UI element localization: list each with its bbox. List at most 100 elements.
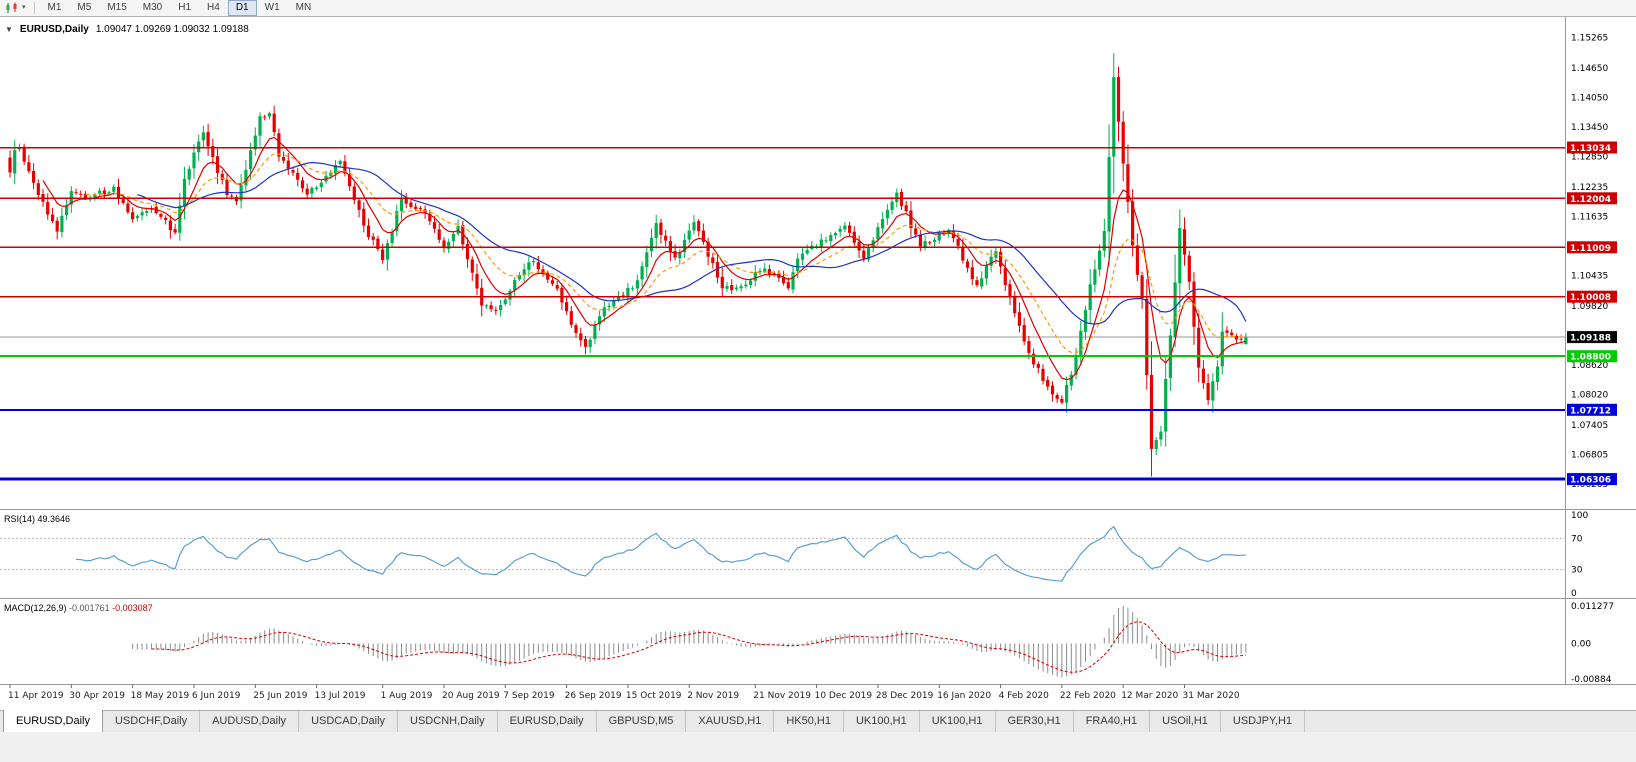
svg-text:1.15265: 1.15265 xyxy=(1571,34,1608,44)
macd-axis-labels: 0.011277 0.00 -0.00884 xyxy=(1571,602,1614,685)
chart-dropdown-caret-icon[interactable]: ▾ xyxy=(22,4,26,11)
chart-tab-10-uk100-h1[interactable]: UK100,H1 xyxy=(919,711,996,732)
svg-text:25 Jun 2019: 25 Jun 2019 xyxy=(253,691,307,701)
svg-text:2 Nov 2019: 2 Nov 2019 xyxy=(687,691,739,701)
chart-tab-12-fra40-h1[interactable]: FRA40,H1 xyxy=(1073,711,1151,732)
chart-tab-6-gbpusd-m5[interactable]: GBPUSD,M5 xyxy=(596,711,687,732)
chart-tab-11-ger30-h1[interactable]: GER30,H1 xyxy=(995,711,1074,732)
svg-text:1.10435: 1.10435 xyxy=(1571,272,1608,282)
chart-area: 1.15265 1.14650 1.14050 1.13450 1.12850 1.122… xyxy=(0,17,1636,710)
svg-text:13 Jul 2019: 13 Jul 2019 xyxy=(315,691,366,701)
svg-text:22 Feb 2020: 22 Feb 2020 xyxy=(1060,691,1116,701)
price-chart-svg: 1.15265 1.14650 1.14050 1.13450 1.12850 1.122… xyxy=(0,17,1636,701)
price-tag-1.10008: 1.10008 xyxy=(1567,290,1617,303)
svg-text:1.14050: 1.14050 xyxy=(1571,94,1608,104)
svg-text:30: 30 xyxy=(1571,566,1583,576)
svg-text:1.13450: 1.13450 xyxy=(1571,123,1608,133)
price-tag-1.12004: 1.12004 xyxy=(1567,192,1617,205)
chart-tab-7-xauusd-h1[interactable]: XAUUSD,H1 xyxy=(686,711,775,732)
ma-mid-line xyxy=(85,153,1246,354)
price-tag-1.09188: 1.09188 xyxy=(1567,331,1617,344)
svg-text:0: 0 xyxy=(1571,589,1577,599)
status-bar xyxy=(0,732,1636,762)
svg-text:18 May 2019: 18 May 2019 xyxy=(131,691,190,701)
rsi-axis-labels: 100 70 30 0 xyxy=(1571,511,1588,599)
svg-text:1.09188: 1.09188 xyxy=(1570,334,1611,344)
svg-text:11 Apr 2019: 11 Apr 2019 xyxy=(8,691,64,701)
chart-tab-5-eurusd-daily[interactable]: EURUSD,Daily xyxy=(497,711,597,732)
svg-text:1.14650: 1.14650 xyxy=(1571,64,1608,74)
svg-text:1.06306: 1.06306 xyxy=(1570,476,1611,486)
svg-text:-0.00884: -0.00884 xyxy=(1571,675,1612,685)
toolbar-separator xyxy=(33,2,35,14)
svg-text:1.08800: 1.08800 xyxy=(1570,353,1611,363)
svg-text:1.12004: 1.12004 xyxy=(1570,195,1611,205)
chart-tab-3-usdcad-daily[interactable]: USDCAD,Daily xyxy=(299,711,399,732)
svg-text:70: 70 xyxy=(1571,534,1583,544)
timeframe-button-w1[interactable]: W1 xyxy=(264,2,280,13)
svg-text:30 Apr 2019: 30 Apr 2019 xyxy=(69,691,125,701)
timeframe-toolbar: ▾ M1 M5 M15 M30 H1 H4 D1 W1 MN xyxy=(0,0,1636,17)
svg-text:15 Oct 2019: 15 Oct 2019 xyxy=(626,691,682,701)
svg-text:4 Feb 2020: 4 Feb 2020 xyxy=(999,691,1050,701)
candles xyxy=(8,53,1248,477)
timeframe-button-h4[interactable]: H4 xyxy=(207,2,220,13)
svg-text:1.08020: 1.08020 xyxy=(1571,391,1608,401)
svg-text:7 Sep 2019: 7 Sep 2019 xyxy=(503,691,555,701)
timeframe-button-mn[interactable]: MN xyxy=(295,2,312,13)
svg-text:21 Nov 2019: 21 Nov 2019 xyxy=(753,691,811,701)
timeframe-button-m30[interactable]: M30 xyxy=(142,2,163,13)
svg-text:10 Dec 2019: 10 Dec 2019 xyxy=(815,691,873,701)
timeframe-buttons: M1 M5 M15 M30 H1 H4 D1 W1 MN xyxy=(40,0,320,16)
price-tag-1.07712: 1.07712 xyxy=(1567,403,1617,416)
chart-tab-bar: EURUSD,Daily USDCHF,Daily AUDUSD,Daily USDC… xyxy=(0,709,1636,732)
svg-text:16 Jan 2020: 16 Jan 2020 xyxy=(937,691,991,701)
svg-text:1.12850: 1.12850 xyxy=(1571,153,1608,163)
chart-tab-2-audusd-daily[interactable]: AUDUSD,Daily xyxy=(200,711,300,732)
price-tag-1.06306: 1.06306 xyxy=(1567,473,1617,486)
price-tag-1.13034: 1.13034 xyxy=(1567,141,1617,154)
macd-signal-line xyxy=(151,621,1246,673)
chart-tab-13-usoil-h1[interactable]: USOil,H1 xyxy=(1150,711,1221,732)
svg-text:1.08620: 1.08620 xyxy=(1571,361,1608,371)
macd-histogram xyxy=(132,606,1247,678)
svg-text:100: 100 xyxy=(1571,511,1588,521)
svg-text:1.10008: 1.10008 xyxy=(1570,293,1611,303)
svg-text:1.11009: 1.11009 xyxy=(1570,244,1611,254)
timeframe-button-m1[interactable]: M1 xyxy=(47,2,62,13)
price-tag-1.11009: 1.11009 xyxy=(1567,241,1617,254)
chart-tab-0-eurusd-daily[interactable]: EURUSD,Daily xyxy=(3,709,103,732)
chart-tab-8-hk50-h1[interactable]: HK50,H1 xyxy=(774,711,844,732)
rsi-line xyxy=(75,525,1246,582)
price-tag-1.08800: 1.08800 xyxy=(1567,350,1617,363)
price-axis-labels: 1.15265 1.14650 1.14050 1.13450 1.12850 1.122… xyxy=(1571,34,1608,491)
ma-fast-line xyxy=(42,136,1247,381)
svg-text:20 Aug 2019: 20 Aug 2019 xyxy=(442,691,500,701)
timeframe-button-d1[interactable]: D1 xyxy=(227,0,257,16)
svg-text:12 Mar 2020: 12 Mar 2020 xyxy=(1121,691,1178,701)
svg-text:1 Aug 2019: 1 Aug 2019 xyxy=(381,691,433,701)
svg-text:31 Mar 2020: 31 Mar 2020 xyxy=(1183,691,1240,701)
chart-tab-9-uk100-h1[interactable]: UK100,H1 xyxy=(843,711,920,732)
svg-text:6 Jun 2019: 6 Jun 2019 xyxy=(192,691,241,701)
svg-text:28 Dec 2019: 28 Dec 2019 xyxy=(876,691,934,701)
chart-type-icon[interactable] xyxy=(4,2,20,14)
svg-text:1.11635: 1.11635 xyxy=(1571,213,1608,223)
chart-tab-4-usdcnh-daily[interactable]: USDCNH,Daily xyxy=(398,711,498,732)
timeframe-button-m5[interactable]: M5 xyxy=(77,2,92,13)
svg-text:1.09820: 1.09820 xyxy=(1571,302,1608,312)
chart-tab-1-usdchf-daily[interactable]: USDCHF,Daily xyxy=(102,711,201,732)
svg-text:1.06805: 1.06805 xyxy=(1571,451,1608,461)
timeframe-button-m15[interactable]: M15 xyxy=(107,2,127,13)
timeframe-button-h1[interactable]: H1 xyxy=(178,2,192,13)
date-axis: 11 Apr 2019 30 Apr 2019 18 May 2019 6 Jun 2… xyxy=(8,684,1240,701)
svg-text:1.13034: 1.13034 xyxy=(1570,144,1611,154)
svg-text:26 Sep 2019: 26 Sep 2019 xyxy=(565,691,622,701)
svg-text:1.12235: 1.12235 xyxy=(1571,183,1608,193)
svg-text:0.011277: 0.011277 xyxy=(1571,602,1614,612)
svg-text:0.00: 0.00 xyxy=(1571,640,1591,650)
ma-slow-line xyxy=(137,161,1247,325)
svg-text:1.07712: 1.07712 xyxy=(1570,406,1611,416)
chart-tab-14-usdjpy-h1[interactable]: USDJPY,H1 xyxy=(1220,711,1306,732)
